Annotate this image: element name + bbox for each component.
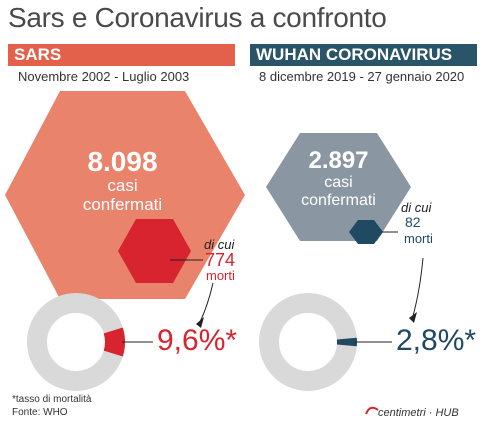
- wuhan-deaths-label: morti: [404, 231, 433, 246]
- wuhan-deaths-hexagon: [349, 220, 383, 244]
- page-title: Sars e Coronavirus a confronto: [8, 2, 387, 33]
- sars-mortality-slice: [103, 327, 125, 357]
- sars-mortality-value: 9,6%*: [157, 324, 238, 357]
- wuhan-deaths-value: 82: [405, 214, 421, 230]
- sars-mortality-ring: [27, 293, 125, 391]
- wuhan-mortality-value: 2,8%*: [396, 324, 477, 357]
- sars-banner: SARS: [8, 44, 235, 66]
- wuhan-pointer-curve: [412, 257, 424, 317]
- sars-cases-line1: casi: [107, 176, 138, 195]
- sars-mortality-donut: [27, 293, 125, 391]
- sars-label: SARS: [14, 45, 62, 64]
- wuhan-period: 8 dicembre 2019 - 27 gennaio 2020: [259, 69, 465, 84]
- footnote: *tasso di mortalità: [12, 394, 92, 405]
- sars-deaths-value: 774: [205, 250, 236, 270]
- wuhan-cases-line1: casi: [324, 174, 353, 191]
- wuhan-label: WUHAN CORONAVIRUS: [256, 45, 453, 64]
- wuhan-arrow-head: [409, 312, 417, 323]
- wuhan-cases-hexagon: [266, 133, 411, 241]
- sars-cases-value: 8.098: [87, 146, 158, 177]
- centimetri-logo: [365, 406, 379, 415]
- sars-period: Novembre 2002 - Luglio 2003: [18, 69, 190, 84]
- wuhan-cases-value: 2.897: [308, 147, 369, 174]
- sars-deaths-hexagon: [118, 219, 191, 283]
- wuhan-cases-line2: confermati: [301, 192, 376, 209]
- sars-of-which: di cui: [204, 237, 235, 252]
- brand-text: centimetri · HUB: [378, 407, 459, 419]
- sars-deaths-label: morti: [206, 268, 235, 283]
- wuhan-mortality-ring: [259, 293, 357, 391]
- source: Fonte: WHO: [12, 407, 68, 418]
- wuhan-banner: WUHAN CORONAVIRUS: [250, 44, 477, 66]
- sars-pointer-curve: [199, 282, 214, 323]
- sars-arrow-head: [196, 317, 204, 328]
- sars-cases-line2: confermati: [82, 195, 163, 214]
- wuhan-of-which: di cui: [401, 200, 432, 215]
- wuhan-mortality-donut: [259, 293, 357, 391]
- wuhan-mortality-slice: [336, 337, 357, 347]
